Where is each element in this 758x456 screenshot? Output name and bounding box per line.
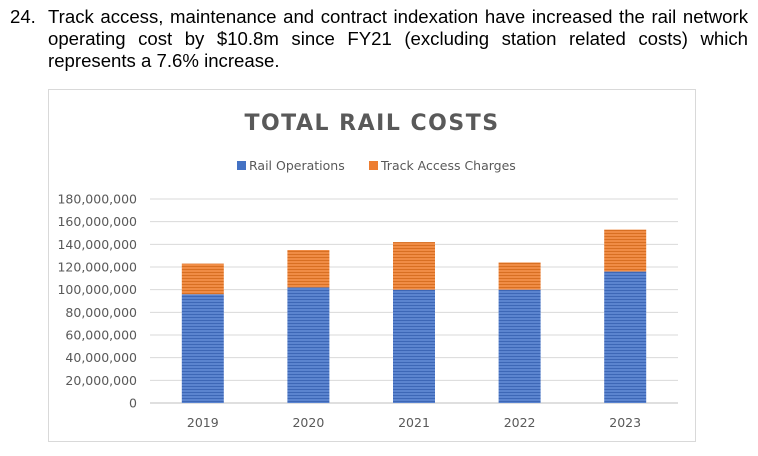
bar-track-access-charges-2022 bbox=[498, 262, 541, 290]
y-tick-label: 120,000,000 bbox=[57, 260, 137, 275]
y-tick-label: 80,000,000 bbox=[65, 305, 137, 320]
bar-track-access-charges-2021 bbox=[393, 242, 435, 290]
bar-track-access-charges-2019 bbox=[181, 263, 224, 295]
bar-track-access-charges-2020 bbox=[287, 250, 330, 288]
paragraph-text: Track access, maintenance and contract i… bbox=[48, 6, 748, 71]
bar-rail-operations-2020 bbox=[287, 287, 330, 403]
x-tick-label: 2022 bbox=[504, 415, 536, 430]
bar-rail-operations-2022 bbox=[498, 289, 541, 403]
chart-frame bbox=[48, 89, 696, 442]
y-axis-ticks: 0 20,000,000 40,000,000 60,000,000 80,000,00… bbox=[57, 192, 137, 411]
legend-swatch-track-access-charges bbox=[369, 161, 378, 170]
y-tick-label: 20,000,000 bbox=[65, 373, 137, 388]
legend-label-rail-operations: Rail Operations bbox=[249, 158, 345, 173]
y-tick-label: 40,000,000 bbox=[65, 350, 137, 365]
bar-rail-operations-2023 bbox=[604, 271, 647, 403]
x-tick-label: 2019 bbox=[187, 415, 219, 430]
bar-rail-operations-2021 bbox=[393, 289, 435, 403]
y-tick-label: 140,000,000 bbox=[57, 237, 137, 252]
x-tick-label: 2020 bbox=[292, 415, 324, 430]
y-tick-label: 100,000,000 bbox=[57, 282, 137, 297]
chart-title: TOTAL RAIL COSTS bbox=[244, 111, 499, 136]
x-tick-label: 2023 bbox=[609, 415, 641, 430]
x-tick-label: 2021 bbox=[398, 415, 430, 430]
x-axis-ticks: 2019 2020 2021 2022 2023 bbox=[187, 415, 641, 430]
y-tick-label: 0 bbox=[129, 396, 137, 411]
legend-label-track-access-charges: Track Access Charges bbox=[380, 158, 516, 173]
bar-track-access-charges-2023 bbox=[604, 229, 647, 272]
y-tick-label: 160,000,000 bbox=[57, 214, 137, 229]
y-tick-label: 60,000,000 bbox=[65, 328, 137, 343]
bar-rail-operations-2019 bbox=[181, 294, 224, 403]
bars bbox=[181, 229, 647, 403]
legend-swatch-rail-operations bbox=[237, 161, 246, 170]
legend: Rail Operations Track Access Charges bbox=[237, 158, 516, 173]
y-tick-label: 180,000,000 bbox=[57, 192, 137, 207]
paragraph-number: 24. bbox=[10, 6, 36, 27]
